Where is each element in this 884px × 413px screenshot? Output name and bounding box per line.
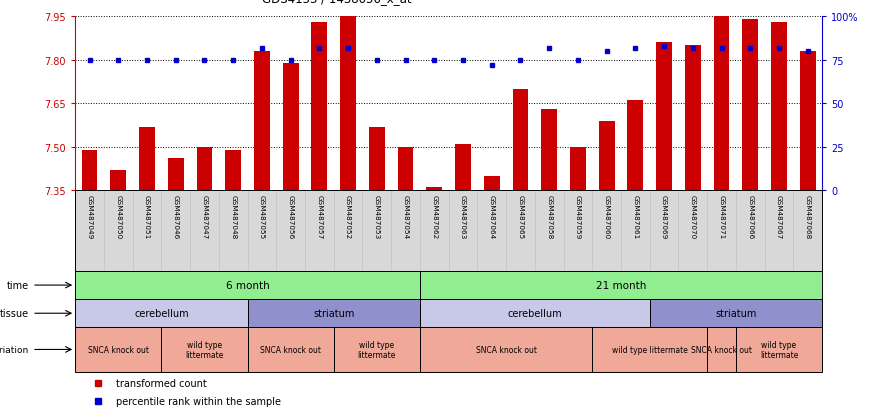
Text: GSM487059: GSM487059	[575, 195, 581, 239]
Bar	[161, 328, 248, 372]
Bar	[598, 121, 614, 191]
Text: cerebellum: cerebellum	[507, 309, 562, 318]
Text: GSM487053: GSM487053	[374, 195, 380, 239]
Bar	[248, 328, 334, 372]
Bar	[248, 299, 420, 328]
Text: striatum: striatum	[313, 309, 354, 318]
Bar	[283, 64, 299, 191]
Text: GSM487062: GSM487062	[431, 195, 438, 239]
Bar	[369, 127, 385, 191]
Bar	[254, 52, 270, 191]
Text: wild type
littermate: wild type littermate	[358, 340, 396, 359]
Bar	[713, 17, 729, 191]
Text: SNCA knock out: SNCA knock out	[88, 345, 149, 354]
Text: 6 month: 6 month	[225, 280, 270, 290]
Text: GSM487063: GSM487063	[460, 195, 466, 239]
Bar	[334, 328, 420, 372]
Bar	[685, 46, 701, 191]
Text: GSM487064: GSM487064	[489, 195, 495, 239]
Bar	[75, 299, 248, 328]
Text: GSM487061: GSM487061	[632, 195, 638, 239]
Text: percentile rank within the sample: percentile rank within the sample	[116, 396, 281, 406]
Bar	[592, 328, 707, 372]
Text: GSM487049: GSM487049	[87, 195, 93, 239]
Text: GSM487057: GSM487057	[316, 195, 323, 239]
Text: GSM487050: GSM487050	[115, 195, 121, 239]
Text: GSM487056: GSM487056	[287, 195, 293, 239]
Bar	[225, 150, 241, 191]
Text: GDS4153 / 1438056_x_at: GDS4153 / 1438056_x_at	[262, 0, 411, 5]
Bar	[426, 188, 442, 191]
Text: transformed count: transformed count	[116, 378, 207, 388]
Bar	[420, 271, 822, 299]
Bar	[75, 271, 420, 299]
Text: GSM487066: GSM487066	[747, 195, 753, 239]
Text: wild type
littermate: wild type littermate	[186, 340, 224, 359]
Bar	[340, 17, 356, 191]
Bar	[398, 147, 414, 191]
Bar	[541, 110, 557, 191]
Text: 21 month: 21 month	[596, 280, 646, 290]
Text: cerebellum: cerebellum	[134, 309, 188, 318]
Text: GSM487046: GSM487046	[172, 195, 179, 239]
Bar	[81, 150, 97, 191]
Text: SNCA knock out: SNCA knock out	[691, 345, 752, 354]
Text: SNCA knock out: SNCA knock out	[260, 345, 321, 354]
Bar	[513, 90, 529, 191]
Text: time: time	[7, 280, 29, 290]
Text: GSM487051: GSM487051	[144, 195, 150, 239]
Text: wild type
littermate: wild type littermate	[760, 340, 798, 359]
Text: GSM487060: GSM487060	[604, 195, 610, 239]
Text: GSM487047: GSM487047	[202, 195, 208, 239]
Text: GSM487065: GSM487065	[517, 195, 523, 239]
Bar	[743, 20, 758, 191]
Bar	[168, 159, 184, 191]
Bar	[570, 147, 586, 191]
Bar	[139, 127, 155, 191]
Bar	[484, 176, 499, 191]
Bar	[800, 52, 816, 191]
Bar	[420, 299, 650, 328]
Text: SNCA knock out: SNCA knock out	[476, 345, 537, 354]
Bar	[75, 328, 161, 372]
Bar	[771, 23, 787, 191]
Bar	[196, 147, 212, 191]
Bar	[650, 299, 822, 328]
Bar	[420, 328, 592, 372]
Text: GSM487070: GSM487070	[690, 195, 696, 239]
Bar	[707, 328, 735, 372]
Text: GSM487054: GSM487054	[402, 195, 408, 239]
Text: GSM487048: GSM487048	[230, 195, 236, 239]
Bar	[455, 145, 471, 191]
Bar	[656, 43, 672, 191]
Text: wild type littermate: wild type littermate	[612, 345, 688, 354]
Text: GSM487068: GSM487068	[804, 195, 811, 239]
Text: genotype/variation: genotype/variation	[0, 345, 29, 354]
Text: GSM487052: GSM487052	[345, 195, 351, 239]
Bar	[311, 23, 327, 191]
Text: GSM487071: GSM487071	[719, 195, 725, 239]
Text: GSM487069: GSM487069	[661, 195, 667, 239]
Text: striatum: striatum	[715, 309, 757, 318]
Bar	[110, 171, 126, 191]
Text: GSM487058: GSM487058	[546, 195, 552, 239]
Bar	[628, 101, 644, 191]
Text: GSM487055: GSM487055	[259, 195, 265, 239]
Bar	[735, 328, 822, 372]
Text: tissue: tissue	[0, 309, 29, 318]
Text: GSM487067: GSM487067	[776, 195, 782, 239]
